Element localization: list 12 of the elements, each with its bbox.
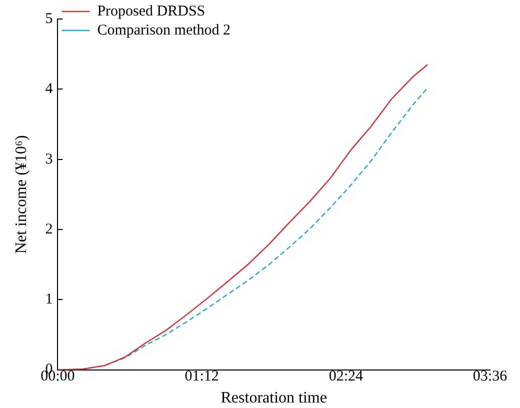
x-axis-title: Restoration time: [220, 390, 327, 407]
x-tick-label: 02:24: [328, 368, 364, 385]
y-tick-label: 3: [45, 151, 53, 168]
x-tick-label: 03:36: [472, 368, 508, 385]
y-tick-label: 5: [45, 10, 53, 27]
y-tick-label: 1: [45, 292, 53, 308]
legend-label: Comparison method 2: [97, 22, 231, 38]
legend-label: Proposed DRDSS: [97, 3, 206, 20]
y-axis-title: Net income (¥10⁶): [12, 135, 30, 254]
y-tick-label: 2: [45, 221, 53, 238]
x-tick-label: 01:12: [184, 368, 219, 385]
y-tick-label: 4: [45, 81, 54, 98]
